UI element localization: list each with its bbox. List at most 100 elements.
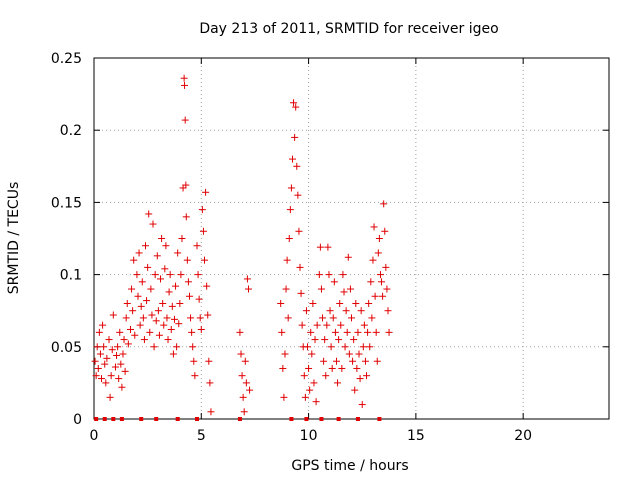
data-point: [285, 235, 293, 242]
data-point: [150, 343, 158, 351]
data-point: [281, 350, 289, 358]
data-point: [118, 383, 126, 391]
data-point: [177, 271, 185, 279]
data-point: [371, 292, 379, 300]
data-point: [131, 331, 139, 339]
data-point: [116, 328, 124, 336]
data-point: [294, 191, 302, 199]
y-tick-label: 0.15: [51, 195, 82, 211]
data-point: [94, 364, 102, 372]
data-point: [180, 74, 188, 82]
y-axis-title: SRMTID / TECUs: [6, 182, 22, 295]
data-point: [201, 256, 209, 264]
data-point: [96, 350, 104, 358]
y-tick-label: 0.1: [60, 268, 82, 284]
data-point: [98, 375, 106, 383]
data-point: [173, 343, 181, 351]
data-point: [277, 299, 285, 307]
y-tick-label: 0.2: [60, 123, 82, 139]
data-point: [128, 285, 136, 293]
data-point: [138, 278, 146, 286]
data-point: [291, 133, 299, 141]
data-point: [148, 311, 156, 319]
data-point: [152, 317, 160, 325]
data-point: [142, 242, 149, 250]
data-point: [197, 325, 205, 333]
data-point: [202, 188, 210, 196]
data-point: [193, 242, 201, 250]
y-tick-labels: 0 0.05 0.1 0.15 0.2 0.25: [51, 51, 82, 428]
baseline-marker: [195, 417, 199, 421]
data-point: [191, 372, 199, 380]
data-point: [236, 328, 244, 336]
data-point: [372, 328, 380, 336]
data-point: [364, 328, 372, 336]
data-point: [327, 343, 335, 351]
data-point: [140, 336, 148, 344]
data-point: [382, 263, 390, 271]
data-point: [352, 299, 360, 307]
data-point: [342, 307, 350, 315]
data-point: [361, 357, 369, 365]
data-point: [300, 372, 308, 380]
data-point: [194, 271, 202, 279]
data-point: [306, 386, 314, 394]
data-point: [320, 357, 328, 365]
data-point: [147, 285, 155, 293]
data-point: [166, 271, 174, 279]
data-point: [373, 357, 381, 365]
data-point: [328, 364, 336, 372]
baseline-markers: [94, 417, 382, 421]
data-point: [162, 242, 170, 250]
baseline-marker: [237, 417, 242, 421]
data-point: [199, 227, 207, 235]
data-point: [134, 292, 142, 300]
data-point: [315, 271, 323, 279]
data-point: [379, 292, 387, 300]
data-point: [321, 336, 329, 344]
data-point: [355, 350, 363, 358]
data-point: [117, 360, 125, 368]
data-point: [329, 314, 337, 322]
data-point: [164, 336, 172, 344]
x-tick-label: 5: [197, 428, 206, 444]
data-point: [181, 81, 189, 89]
data-point: [182, 213, 190, 221]
data-point: [343, 328, 351, 336]
data-point: [158, 235, 166, 242]
baseline-marker: [94, 417, 99, 421]
data-point: [105, 336, 113, 344]
data-point: [95, 328, 103, 336]
data-point: [349, 357, 357, 365]
x-tick-label: 20: [514, 428, 532, 444]
data-point: [298, 321, 306, 329]
data-point: [385, 328, 393, 336]
data-point: [241, 357, 249, 365]
data-point: [312, 398, 320, 406]
baseline-marker: [175, 417, 180, 421]
data-point: [204, 311, 212, 319]
data-point: [111, 363, 119, 371]
data-point: [358, 401, 366, 409]
data-point: [168, 302, 176, 310]
data-point: [295, 227, 303, 235]
data-point: [322, 372, 330, 380]
data-point: [369, 256, 377, 264]
data-point: [305, 364, 313, 372]
plot-frame: [93, 57, 610, 420]
data-point: [279, 364, 287, 372]
data-point: [167, 325, 175, 333]
baseline-marker: [119, 417, 124, 421]
data-point: [346, 285, 354, 293]
data-point: [157, 275, 165, 283]
baseline-marker: [289, 417, 294, 421]
data-point: [359, 343, 367, 351]
data-point: [330, 278, 338, 286]
data-point: [308, 350, 316, 358]
data-point: [324, 243, 332, 251]
data-point: [323, 321, 331, 329]
data-point: [348, 314, 355, 322]
data-point: [189, 343, 197, 351]
data-point: [304, 343, 312, 351]
data-point: [360, 321, 368, 329]
